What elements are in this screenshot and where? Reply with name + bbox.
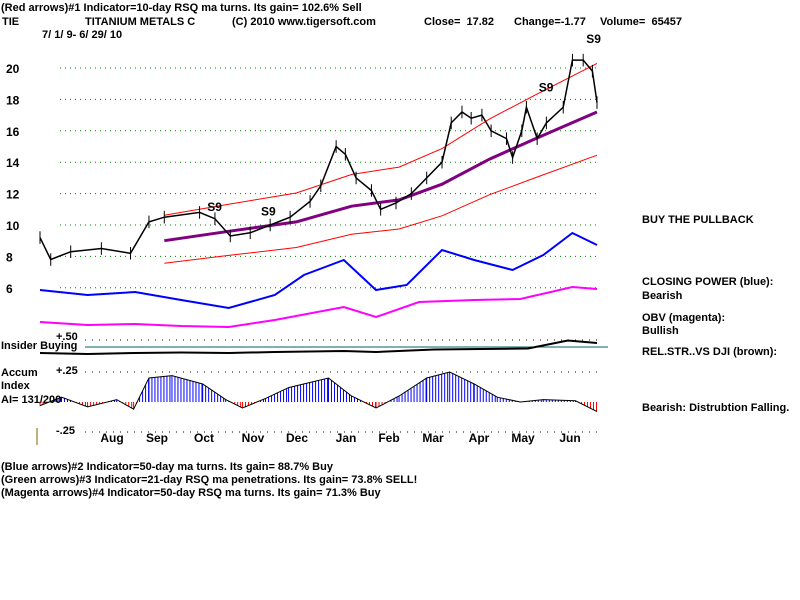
closing-power-status: Bearish (642, 290, 683, 302)
y-tick-label: 14 (6, 156, 20, 170)
rel-str-label: REL.STR..VS DJI (brown): (642, 346, 778, 358)
y-tick-label: 18 (6, 93, 20, 107)
insider-buying-label: Insider Buying (1, 340, 78, 352)
x-tick-label: Dec (286, 431, 308, 445)
distribution-note: Bearish: Distrubtion Falling. (642, 402, 790, 414)
y-tick-labels: 20 18 16 14 12 10 8 6 (6, 62, 20, 296)
minus25-label: -.25 (56, 425, 75, 437)
upper-band-line (164, 62, 598, 216)
close-value: Close= 17.82 (424, 16, 495, 28)
grid-lines (60, 67, 608, 433)
change-value: Change=-1.77 (514, 16, 586, 28)
y-tick-label: 10 (6, 219, 20, 233)
y-tick-label: 16 (6, 125, 20, 139)
obv-line (39, 285, 598, 329)
x-tick-label: Apr (469, 431, 490, 445)
x-tick-labels: Aug Sep Oct Nov Dec Jan Feb Mar Apr May Jun (100, 431, 580, 445)
price-line (39, 59, 598, 261)
ai-value: AI= 131/200 (1, 394, 62, 406)
ai-line (39, 371, 598, 413)
ma50-line (164, 110, 598, 243)
x-tick-label: May (511, 431, 535, 445)
closing-power-line (39, 231, 598, 310)
obv-label: OBV (magenta): (642, 312, 726, 324)
plus50-label: +.50 (56, 331, 78, 343)
footer-green-arrows: (Green arrows)#3 Indicator=21-day RSQ ma… (1, 474, 418, 486)
y-tick-label: 6 (6, 282, 13, 296)
y-tick-label: 12 (6, 188, 20, 202)
x-tick-label: Mar (422, 431, 444, 445)
x-tick-label: Aug (100, 431, 123, 445)
accum-label: Accum (1, 367, 38, 379)
volume-value: Volume= 65457 (600, 16, 683, 28)
company-name: TITANIUM METALS C (85, 16, 196, 28)
x-tick-label: Jun (559, 431, 580, 445)
signal-labels: S9 S9 S9 S9 (207, 32, 601, 219)
lower-band-line (164, 154, 598, 264)
s9-signal-label: S9 (207, 200, 222, 214)
x-tick-label: Feb (378, 431, 399, 445)
y-tick-label: 8 (6, 250, 13, 264)
x-tick-label: Sep (146, 431, 168, 445)
rel-str-line (39, 339, 598, 356)
x-tick-label: Nov (242, 431, 265, 445)
s9-signal-label: S9 (539, 81, 554, 95)
footer-magenta-arrows: (Magenta arrows)#4 Indicator=50-day RSQ … (1, 487, 381, 499)
header-indicator-line: (Red arrows)#1 Indicator=10-day RSQ ma t… (1, 2, 362, 14)
accum-index-bars (39, 371, 598, 413)
date-range: 7/ 1/ 9- 6/ 29/ 10 (42, 29, 123, 41)
index-label: Index (1, 380, 30, 392)
closing-power-label: CLOSING POWER (blue): (642, 276, 774, 288)
series-lines (39, 53, 598, 356)
plus25-label: +.25 (56, 365, 78, 377)
obv-status: Bullish (642, 325, 679, 337)
s9-signal-label: S9 (261, 205, 276, 219)
ticker: TIE (2, 16, 20, 28)
x-tick-label: Oct (194, 431, 214, 445)
y-tick-label: 20 (6, 62, 20, 76)
buy-pullback-note: BUY THE PULLBACK (642, 214, 754, 226)
copyright: (C) 2010 www.tigersoft.com (232, 16, 376, 28)
footer-blue-arrows: (Blue arrows)#2 Indicator=50-day ma turn… (1, 461, 333, 473)
x-tick-label: Jan (336, 431, 357, 445)
s9-signal-label: S9 (586, 32, 601, 46)
